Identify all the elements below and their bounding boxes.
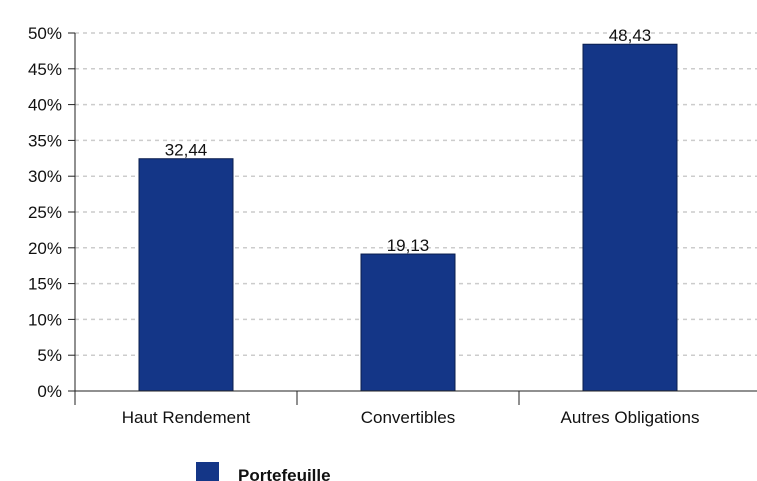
y-tick-label: 25%	[28, 203, 62, 222]
bar-autres-obligations	[582, 43, 678, 392]
legend: Portefeuille	[196, 462, 331, 481]
legend-swatch	[196, 462, 219, 481]
x-category-label: Convertibles	[361, 408, 456, 427]
y-tick-label: 20%	[28, 239, 62, 258]
y-tick-label: 10%	[28, 310, 62, 329]
y-tick-label: 15%	[28, 275, 62, 294]
y-tick-label: 30%	[28, 167, 62, 186]
data-label: 32,44	[165, 141, 208, 160]
bar-convertibles	[360, 253, 456, 392]
y-tick-label: 45%	[28, 60, 62, 79]
y-axis-ticks: 0% 5% 10% 15% 20% 25% 30% 35% 40% 45% 50%	[28, 24, 75, 401]
data-label: 48,43	[609, 26, 652, 45]
x-category-label: Autres Obligations	[561, 408, 700, 427]
bars: 32,44 19,13 48,43	[138, 26, 678, 392]
x-axis-labels: Haut Rendement Convertibles Autres Obligat…	[122, 391, 700, 427]
legend-label-portefeuille: Portefeuille	[238, 466, 331, 481]
y-tick-label: 0%	[37, 382, 62, 401]
y-tick-label: 50%	[28, 24, 62, 43]
bar-haut-rendement	[138, 158, 234, 392]
y-tick-label: 35%	[28, 131, 62, 150]
data-label: 19,13	[387, 236, 430, 255]
x-category-label: Haut Rendement	[122, 408, 251, 427]
axes	[74, 33, 757, 405]
y-tick-label: 5%	[37, 346, 62, 365]
y-tick-label: 40%	[28, 96, 62, 115]
